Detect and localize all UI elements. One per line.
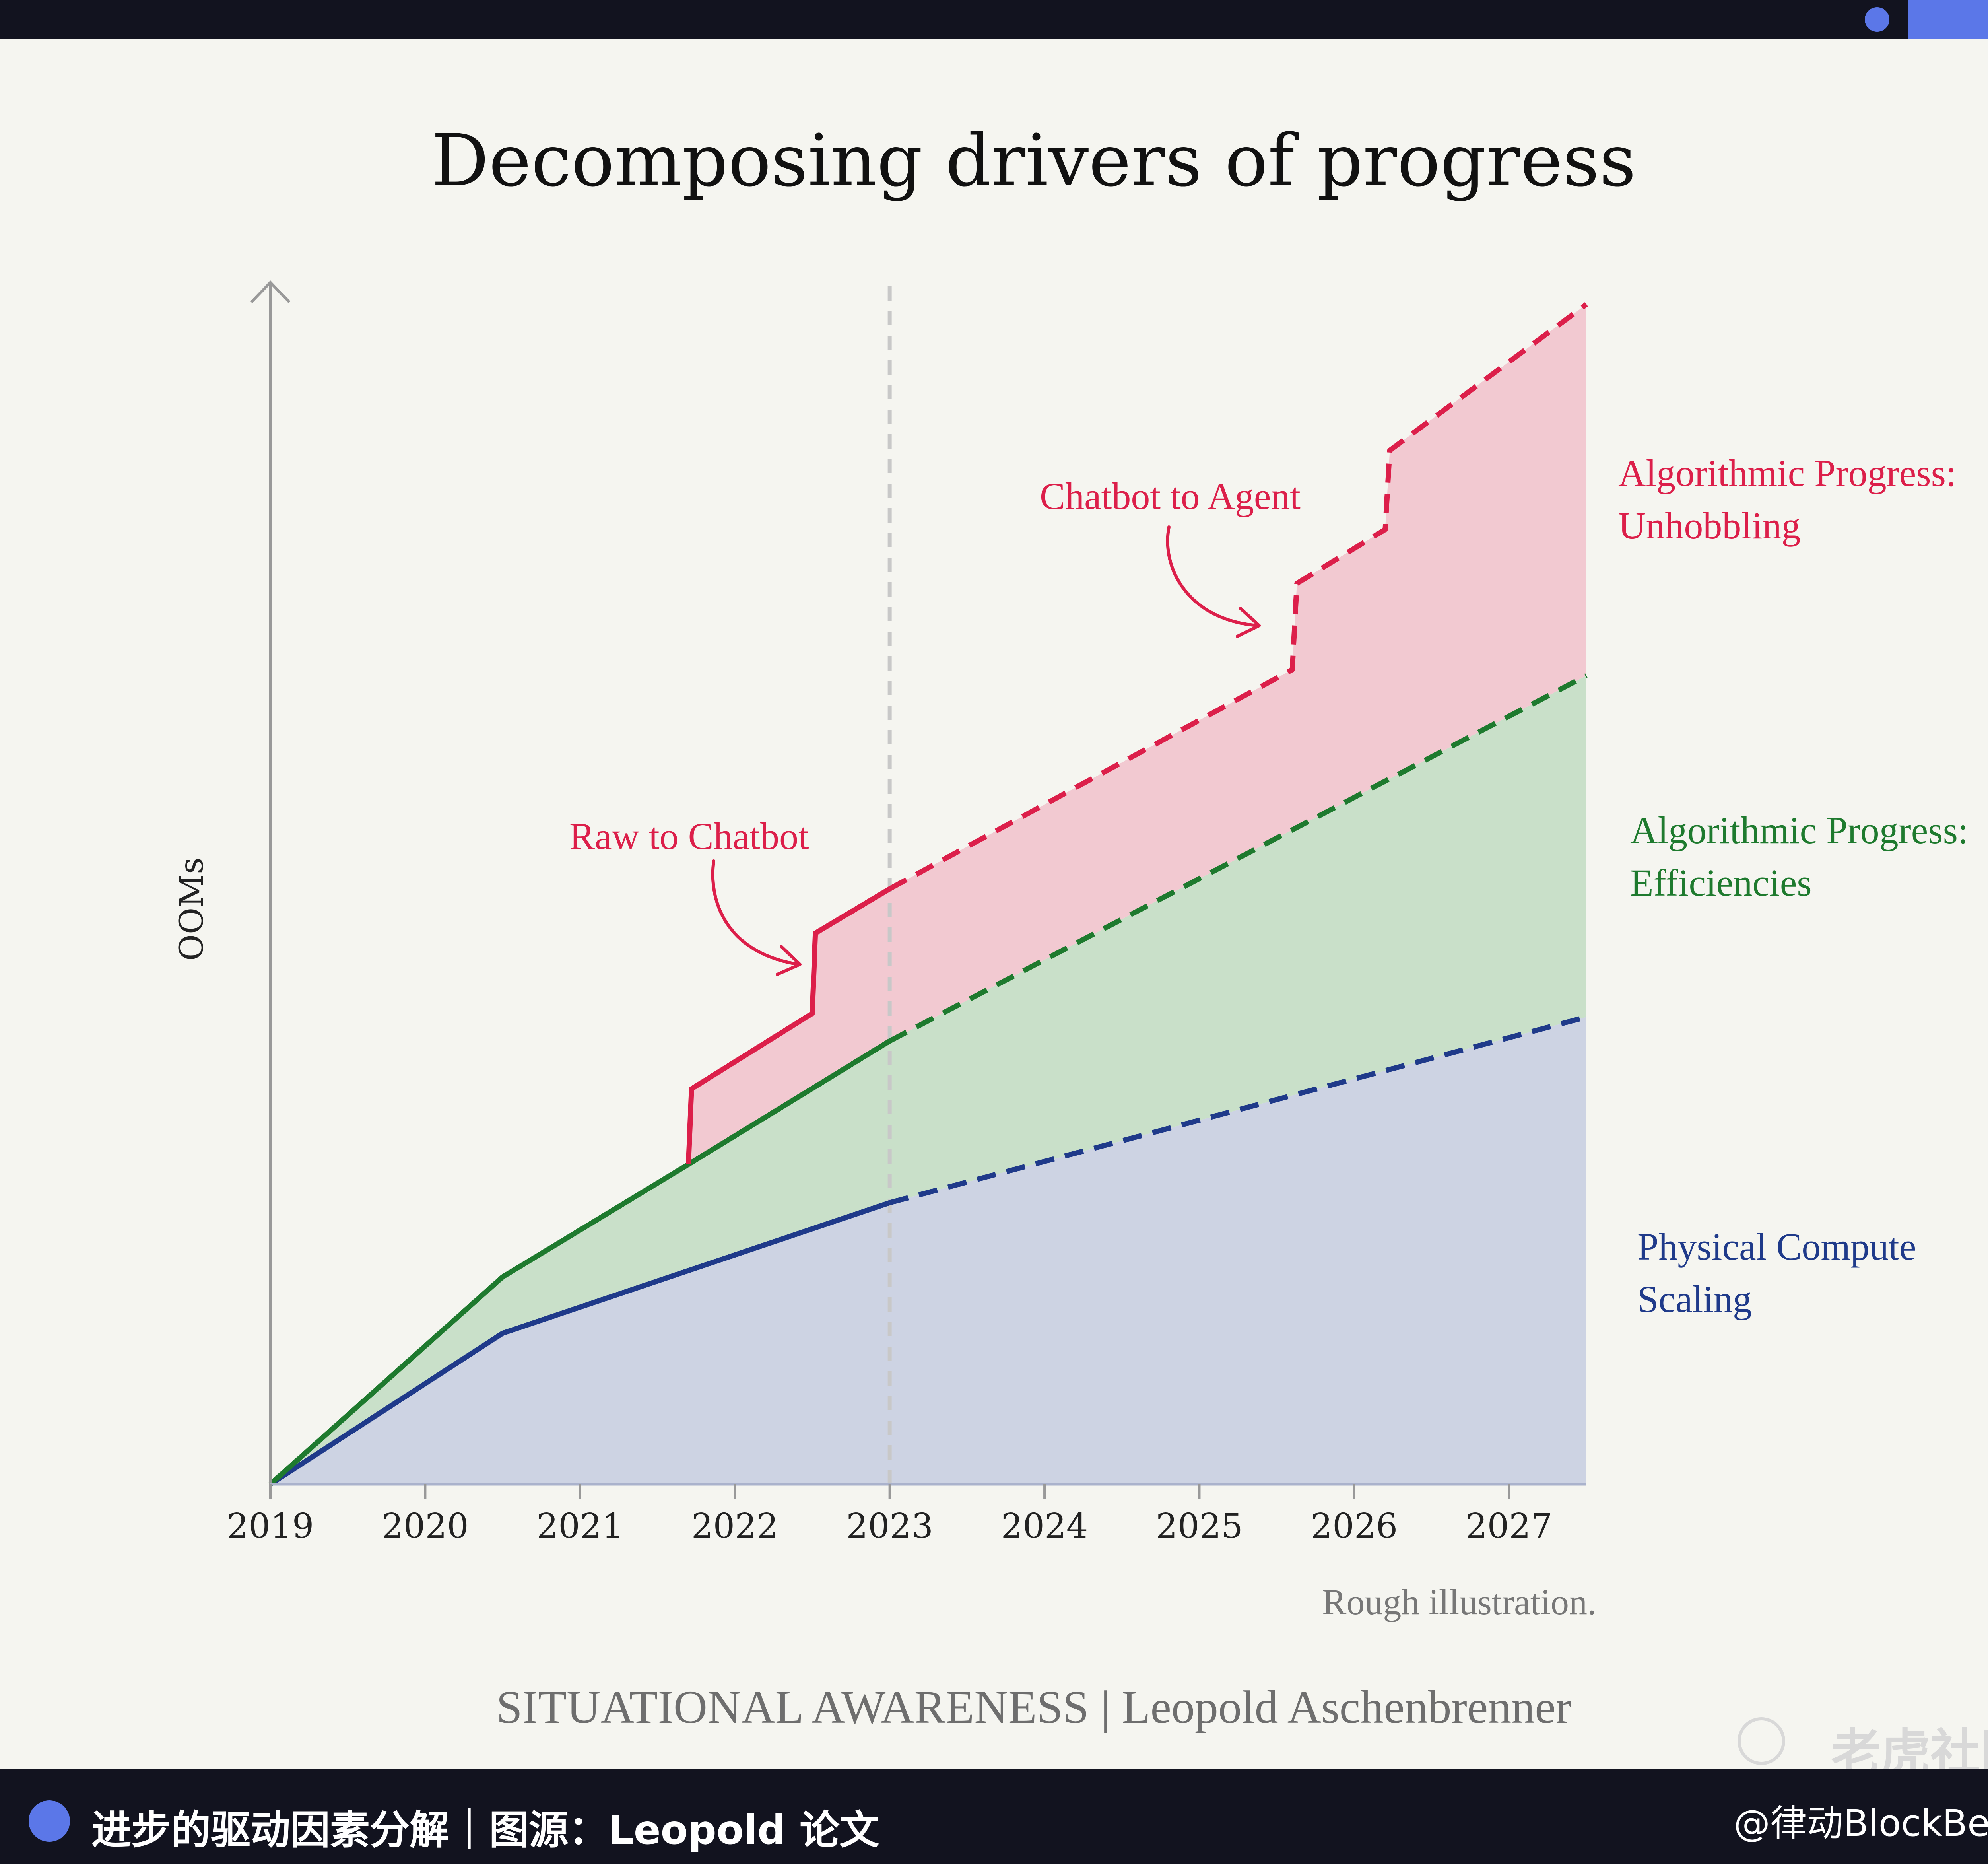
top-accent-block (1908, 0, 1988, 39)
y-axis-label: OOMs (173, 857, 211, 961)
source-credit: @律动BlockBeats (1734, 1802, 1988, 1845)
annotation-label: Chatbot to Agent (1040, 475, 1301, 517)
x-tick-label: 2019 (227, 1506, 314, 1546)
series-label-line: Scaling (1637, 1278, 1752, 1320)
x-tick-label: 2027 (1466, 1506, 1553, 1546)
series-label-line: Efficiencies (1630, 861, 1812, 904)
chart: 2019 2020 2021 2022 2023 2024 2025 2026 2027 OOM… (173, 280, 1969, 1546)
series-label-physical-compute: Physical Compute Scaling (1637, 1225, 1916, 1320)
annotation-arrow-icon (1166, 525, 1260, 627)
bottom-bar (0, 1769, 1988, 1864)
x-tick-label: 2020 (382, 1506, 469, 1546)
annotation-arrow-icon (711, 859, 801, 966)
line-unhobbling-solid (685, 886, 891, 1165)
x-tick-label: 2024 (1001, 1506, 1088, 1546)
x-tick-label: 2025 (1156, 1506, 1243, 1546)
series-label-line: Algorithmic Progress: (1630, 809, 1969, 851)
annotation-label: Raw to Chatbot (569, 815, 809, 857)
line-efficiencies-solid (268, 1039, 891, 1486)
indicator-dot (1865, 7, 1889, 32)
area-physical-compute (270, 1017, 1586, 1484)
series-label-line: Physical Compute (1637, 1225, 1916, 1268)
line-efficiencies-dashed (888, 673, 1588, 1044)
series-label-line: Algorithmic Progress: (1618, 452, 1957, 494)
area-unhobbling (688, 304, 1587, 1164)
series-label-unhobbling: Algorithmic Progress: Unhobbling (1618, 452, 1957, 547)
y-axis-arrow-icon (250, 280, 291, 303)
area-efficiencies (270, 675, 1586, 1484)
series-label-line: Unhobbling (1618, 504, 1801, 547)
annotation-arrowhead-icon (1236, 607, 1261, 638)
line-physical-compute-solid (269, 1200, 891, 1487)
annotation-arrowhead-icon (776, 945, 802, 976)
caption-dot-icon (29, 1800, 70, 1842)
chart-title: Decomposing drivers of progress (431, 119, 1636, 202)
line-unhobbling-dashed (888, 302, 1588, 891)
watermark-icon (1738, 1717, 1785, 1765)
credit-line: SITUATIONAL AWARENESS | Leopold Aschenbr… (496, 1681, 1571, 1733)
x-tick-label: 2023 (846, 1506, 933, 1546)
x-tick-label: 2026 (1310, 1506, 1398, 1546)
chart-note: Rough illustration. (1322, 1582, 1596, 1622)
caption: 进步的驱动因素分解｜图源：Leopold 论文 (91, 1807, 879, 1853)
x-tick-label: 2021 (536, 1506, 623, 1546)
series-label-efficiencies: Algorithmic Progress: Efficiencies (1630, 809, 1969, 904)
x-tick-label: 2022 (691, 1506, 779, 1546)
top-bar (0, 0, 1988, 39)
